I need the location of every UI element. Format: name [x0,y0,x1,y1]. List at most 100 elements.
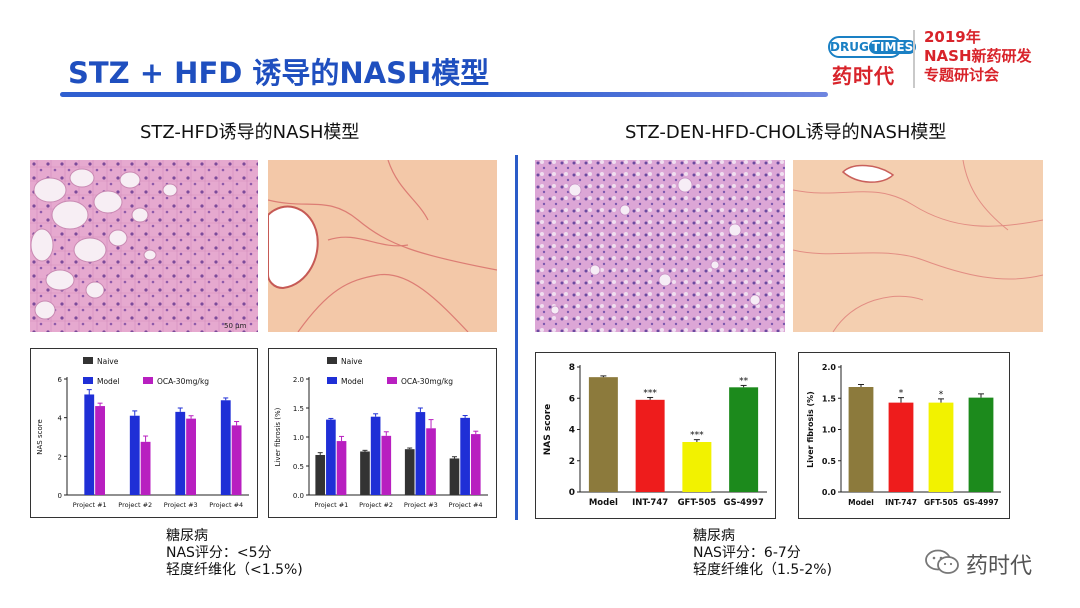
bar [315,454,326,495]
bar [449,458,460,495]
chart-right-fibrosis-svg: 0.0 0.5 1.0 1.5 2.0 Liver fibrosis (%) Model * I… [806,363,1001,507]
significance-label: *** [643,388,657,398]
bar [84,394,95,495]
bar [968,397,994,492]
left-summary-line-1: 糖尿病 [166,528,208,544]
y-tick-label: 2 [58,453,62,461]
y-tick-label: 4 [58,415,63,423]
y-tick-label: 6 [58,376,63,384]
x-tick-label: Project #4 [449,501,483,509]
bar [140,441,151,495]
x-tick-label: INT-747 [885,498,917,507]
bar [888,402,914,492]
x-tick-label: Project #1 [73,501,107,509]
bar [928,402,954,492]
bar [635,399,665,492]
y-tick-label: 1.5 [293,405,304,413]
x-tick-label: Project #2 [359,501,393,509]
y-tick-label: 8 [569,363,575,373]
y-tick-label: 0.5 [822,457,837,466]
y-tick-label: 2 [569,457,575,467]
bar [175,411,186,495]
y-axis-label: Liver fibrosis (%) [806,391,815,468]
chart-right-fibrosis: 0.0 0.5 1.0 1.5 2.0 Liver fibrosis (%) Model * I… [798,352,1010,519]
conference-line-1: 2019年 [924,28,981,46]
column-divider [515,155,518,520]
y-tick-label: 0.0 [293,492,304,500]
bar [129,415,140,495]
significance-label: *** [690,431,704,441]
bar [588,377,618,492]
he-stain-image-left: 50 μm [30,160,258,332]
legend-label: OCA-30mg/kg [401,377,453,386]
bar [848,387,874,492]
right-section-title: STZ-DEN-HFD-CHOL诱导的NASH模型 [625,122,947,143]
significance-label: ** [739,376,749,386]
y-axis-label: NAS score [543,404,553,456]
conference-label: 2019年 NASH新药研发 专题研讨会 [924,28,1032,85]
left-summary-line-3: 轻度纤维化（<1.5%) [166,562,303,578]
legend-swatch [143,377,153,384]
y-tick-label: 0 [58,492,62,500]
wechat-watermark: 药时代 [920,546,1050,579]
legend-label: Model [97,377,120,386]
logo-badge-left: DRUG [830,40,869,54]
bar [381,435,392,495]
y-tick-label: 1.5 [822,394,837,403]
bar [470,434,481,495]
right-summary: 糖尿病 NAS评分：6-7分 轻度纤维化（1.5-2%) [693,528,832,579]
chart-left-nas-svg: 0 2 4 6 NAS score Naive Model OCA-30mg/kg Projec… [36,357,249,509]
x-tick-label: Project #2 [118,501,152,509]
y-tick-label: 2.0 [822,363,837,372]
drugtimes-logo: DRUG TIMES 药时代 [828,32,917,88]
legend-label: Naive [97,357,119,366]
y-tick-label: 0 [569,488,575,498]
logo-badge: DRUG TIMES [828,36,917,58]
bar [220,400,231,495]
bar [415,412,426,495]
y-tick-label: 0.0 [822,488,837,497]
bar [370,416,381,495]
y-axis-label: NAS score [36,419,44,455]
bar [186,418,196,495]
bar [336,441,347,495]
chart-left-fibrosis-svg: 0.0 0.5 1.0 1.5 2.0 Liver fibrosis (%) Naive Mo… [274,357,488,509]
legend-label: Model [341,377,364,386]
logo-chinese-name: 药时代 [832,64,895,88]
right-summary-line-2: NAS评分：6-7分 [693,545,801,561]
y-tick-label: 4 [569,426,575,436]
legend-label: OCA-30mg/kg [157,377,209,386]
y-tick-label: 6 [569,394,575,404]
legend-label: Naive [341,357,363,366]
bar [326,419,336,495]
left-summary-line-2: NAS评分：<5分 [166,545,272,561]
sirius-red-image-right [793,160,1043,332]
right-summary-line-1: 糖尿病 [693,528,735,544]
x-tick-label: GS-4997 [963,498,999,507]
x-tick-label: Project #4 [209,501,243,509]
y-tick-label: 1.0 [293,434,304,442]
significance-label: * [939,390,944,400]
chart-right-nas: 0 2 4 6 8 NAS score Model *** INT-747 *** GFT-505 *… [535,352,776,519]
legend-swatch [387,377,397,384]
wechat-icon [925,549,959,574]
legend-swatch [83,357,93,364]
conference-line-2: NASH新药研发 [924,47,1032,65]
x-tick-label: GS-4997 [723,498,763,508]
legend-swatch [327,377,337,384]
x-tick-label: Project #3 [164,501,198,509]
x-tick-label: INT-747 [632,498,668,508]
conference-line-3: 专题研讨会 [924,66,1000,84]
right-summary-line-3: 轻度纤维化（1.5-2%) [693,562,832,578]
x-tick-label: GFT-505 [924,498,958,507]
logo-badge-right: TIMES [868,40,917,54]
bar [95,406,105,495]
scale-bar-label: 50 μm [224,322,247,330]
slide-title: STZ + HFD 诱导的NASH模型 [68,56,490,90]
y-tick-label: 1.0 [822,426,837,435]
significance-label: * [899,389,904,399]
bar [404,449,415,495]
chart-left-fibrosis: 0.0 0.5 1.0 1.5 2.0 Liver fibrosis (%) Naive Mo… [268,348,497,518]
x-tick-label: Model [589,498,618,508]
he-stain-image-right [535,160,785,332]
